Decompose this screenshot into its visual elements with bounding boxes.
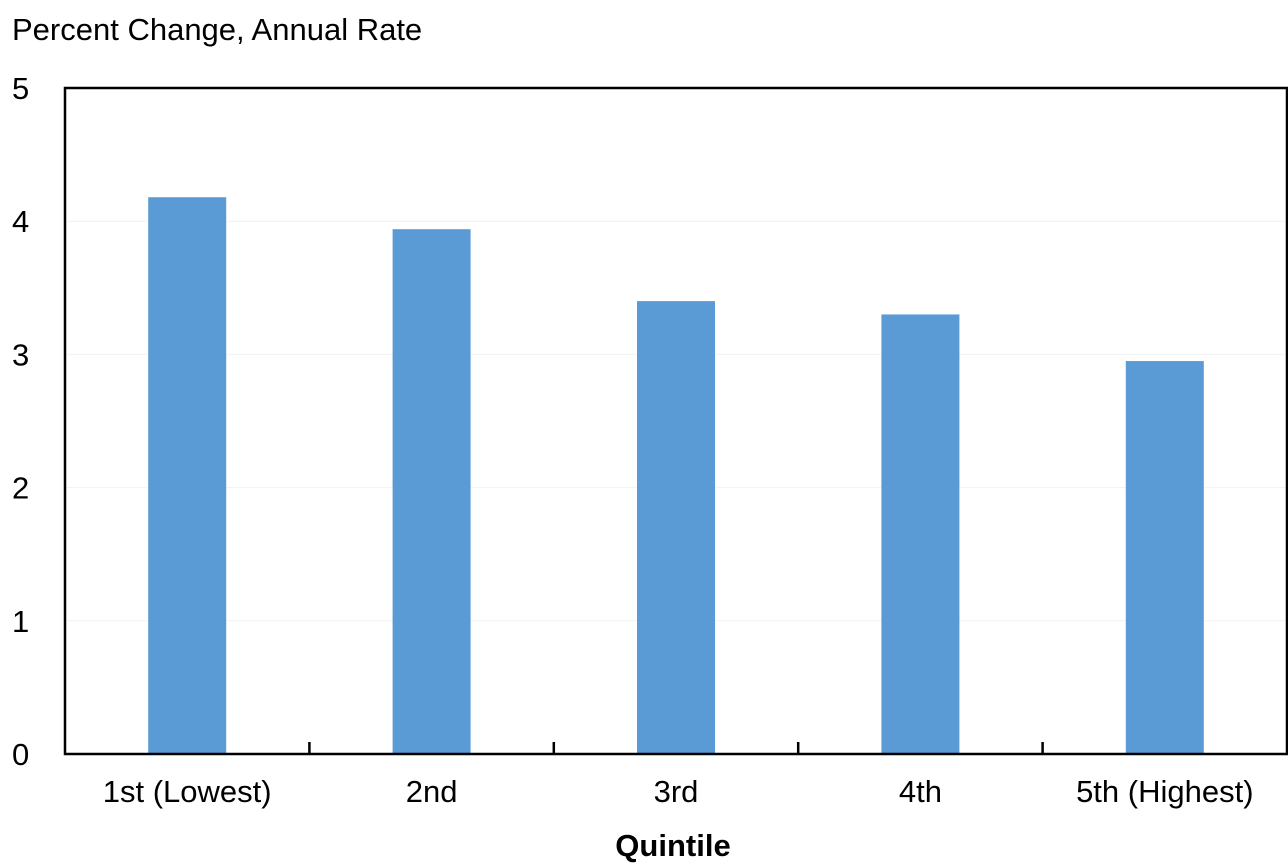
y-tick-label-5: 5 bbox=[12, 71, 29, 106]
x-tick-label-2: 2nd bbox=[406, 774, 458, 809]
plot-frame bbox=[63, 86, 1288, 756]
x-axis-label: Quintile bbox=[615, 828, 730, 863]
y-tick-label-3: 3 bbox=[12, 337, 29, 372]
plot-area: 0 1 2 3 4 5 1st (Lowest) 2nd 3rd 4th 5th (Highest) bbox=[12, 71, 1288, 809]
y-tick-label-2: 2 bbox=[12, 471, 29, 506]
bar-3 bbox=[637, 301, 715, 754]
x-tick-label-3: 3rd bbox=[654, 774, 699, 809]
y-tick-label-4: 4 bbox=[12, 204, 29, 239]
x-tick-label-1: 1st (Lowest) bbox=[103, 774, 272, 809]
y-tick-label-0: 0 bbox=[12, 737, 29, 772]
x-tick-label-4: 4th bbox=[899, 774, 942, 809]
y-tick-label-1: 1 bbox=[12, 604, 29, 639]
x-tick-label-5: 5th (Highest) bbox=[1076, 774, 1253, 809]
bar-1 bbox=[148, 197, 227, 754]
bar-5 bbox=[1125, 361, 1204, 754]
bar-2 bbox=[392, 229, 471, 754]
bar-4 bbox=[881, 314, 960, 754]
y-axis-label: Percent Change, Annual Rate bbox=[12, 12, 422, 47]
